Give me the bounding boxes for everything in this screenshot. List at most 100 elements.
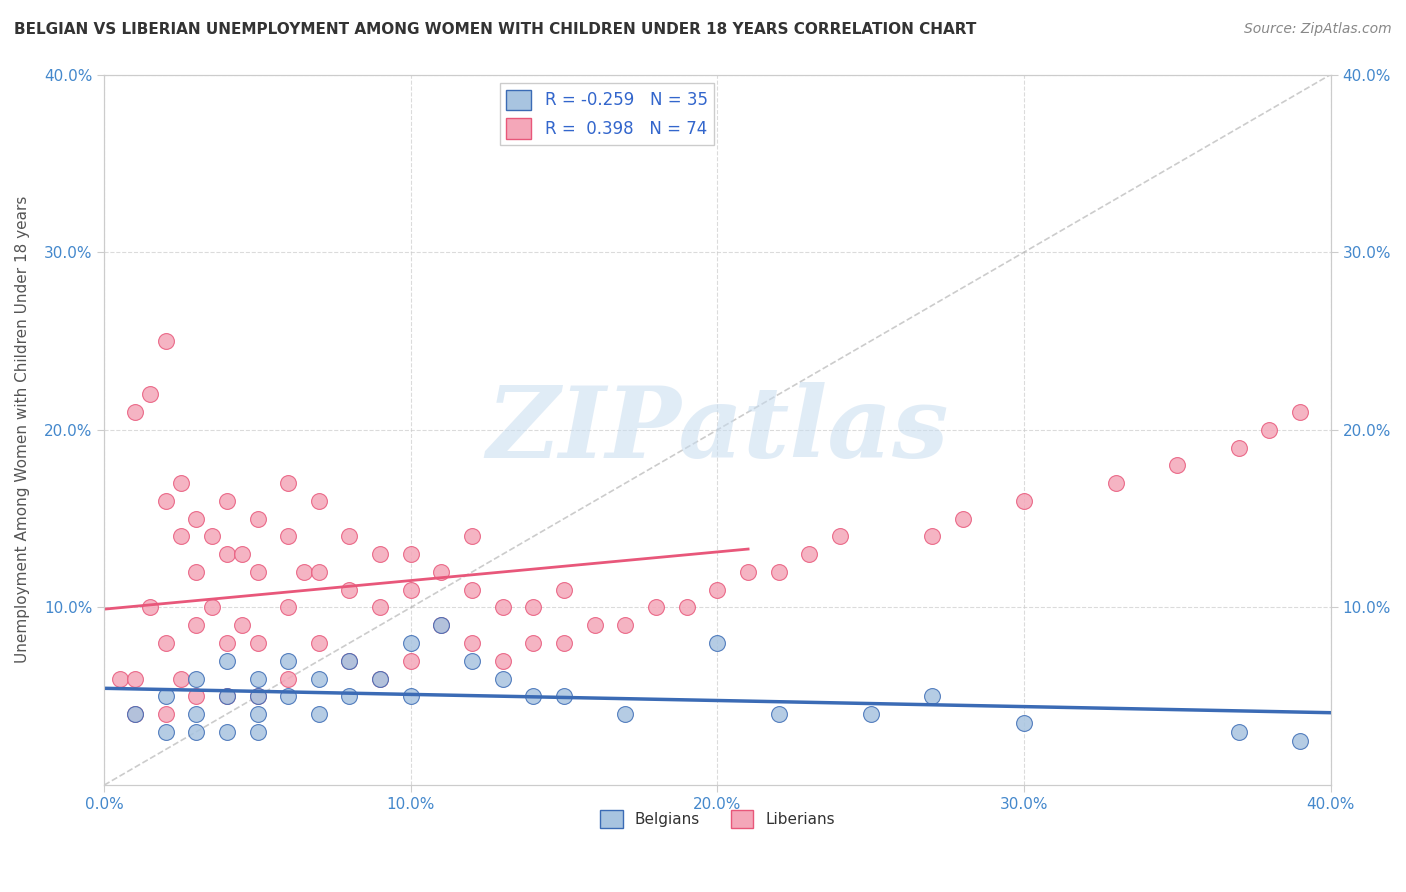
Point [308, 636, 330, 650]
Point [921, 529, 943, 543]
Point [139, 387, 162, 401]
Point [461, 654, 484, 668]
Point [706, 582, 728, 597]
Point [200, 600, 222, 615]
Point [430, 565, 453, 579]
Point [186, 724, 208, 739]
Point [706, 636, 728, 650]
Point [368, 600, 391, 615]
Point [246, 724, 269, 739]
Point [186, 511, 208, 525]
Point [200, 529, 222, 543]
Point [246, 565, 269, 579]
Point [799, 547, 821, 561]
Point [492, 600, 515, 615]
Point [215, 690, 238, 704]
Point [430, 618, 453, 632]
Point [124, 706, 146, 721]
Point [170, 476, 193, 491]
Point [215, 654, 238, 668]
Point [1166, 458, 1188, 473]
Text: Source: ZipAtlas.com: Source: ZipAtlas.com [1244, 22, 1392, 37]
Point [170, 529, 193, 543]
Point [522, 636, 544, 650]
Point [155, 334, 177, 348]
Point [768, 565, 790, 579]
Point [859, 706, 882, 721]
Point [461, 582, 484, 597]
Point [461, 529, 484, 543]
Point [186, 690, 208, 704]
Point [186, 565, 208, 579]
Point [737, 565, 759, 579]
Point [277, 529, 299, 543]
Point [215, 547, 238, 561]
Point [155, 636, 177, 650]
Point [1258, 423, 1281, 437]
Point [583, 618, 606, 632]
Point [645, 600, 668, 615]
Point [277, 654, 299, 668]
Point [368, 547, 391, 561]
Point [553, 690, 575, 704]
Point [308, 565, 330, 579]
Point [124, 672, 146, 686]
Point [246, 690, 269, 704]
Point [170, 672, 193, 686]
Point [277, 672, 299, 686]
Point [292, 565, 315, 579]
Point [399, 582, 422, 597]
Point [522, 600, 544, 615]
Point [124, 706, 146, 721]
Point [339, 529, 361, 543]
Legend: Belgians, Liberians: Belgians, Liberians [593, 804, 841, 834]
Point [614, 706, 637, 721]
Point [1105, 476, 1128, 491]
Point [614, 618, 637, 632]
Point [308, 494, 330, 508]
Point [399, 636, 422, 650]
Point [768, 706, 790, 721]
Point [461, 636, 484, 650]
Point [246, 511, 269, 525]
Point [921, 690, 943, 704]
Point [368, 672, 391, 686]
Point [155, 494, 177, 508]
Point [1227, 441, 1250, 455]
Point [139, 600, 162, 615]
Point [124, 405, 146, 419]
Point [215, 636, 238, 650]
Point [308, 672, 330, 686]
Point [492, 654, 515, 668]
Point [246, 672, 269, 686]
Point [246, 636, 269, 650]
Point [492, 672, 515, 686]
Point [155, 724, 177, 739]
Point [339, 654, 361, 668]
Point [277, 690, 299, 704]
Point [186, 672, 208, 686]
Point [277, 600, 299, 615]
Point [399, 547, 422, 561]
Point [308, 706, 330, 721]
Point [215, 724, 238, 739]
Y-axis label: Unemployment Among Women with Children Under 18 years: Unemployment Among Women with Children U… [15, 196, 30, 664]
Point [1227, 724, 1250, 739]
Point [215, 690, 238, 704]
Point [186, 706, 208, 721]
Point [231, 547, 253, 561]
Point [155, 706, 177, 721]
Point [1012, 494, 1035, 508]
Point [108, 672, 131, 686]
Text: BELGIAN VS LIBERIAN UNEMPLOYMENT AMONG WOMEN WITH CHILDREN UNDER 18 YEARS CORREL: BELGIAN VS LIBERIAN UNEMPLOYMENT AMONG W… [14, 22, 976, 37]
Point [155, 690, 177, 704]
Point [339, 582, 361, 597]
Point [215, 494, 238, 508]
Point [553, 582, 575, 597]
Point [1012, 715, 1035, 730]
Point [522, 690, 544, 704]
Point [830, 529, 852, 543]
Point [339, 690, 361, 704]
Point [399, 654, 422, 668]
Text: ZIPatlas: ZIPatlas [486, 382, 949, 478]
